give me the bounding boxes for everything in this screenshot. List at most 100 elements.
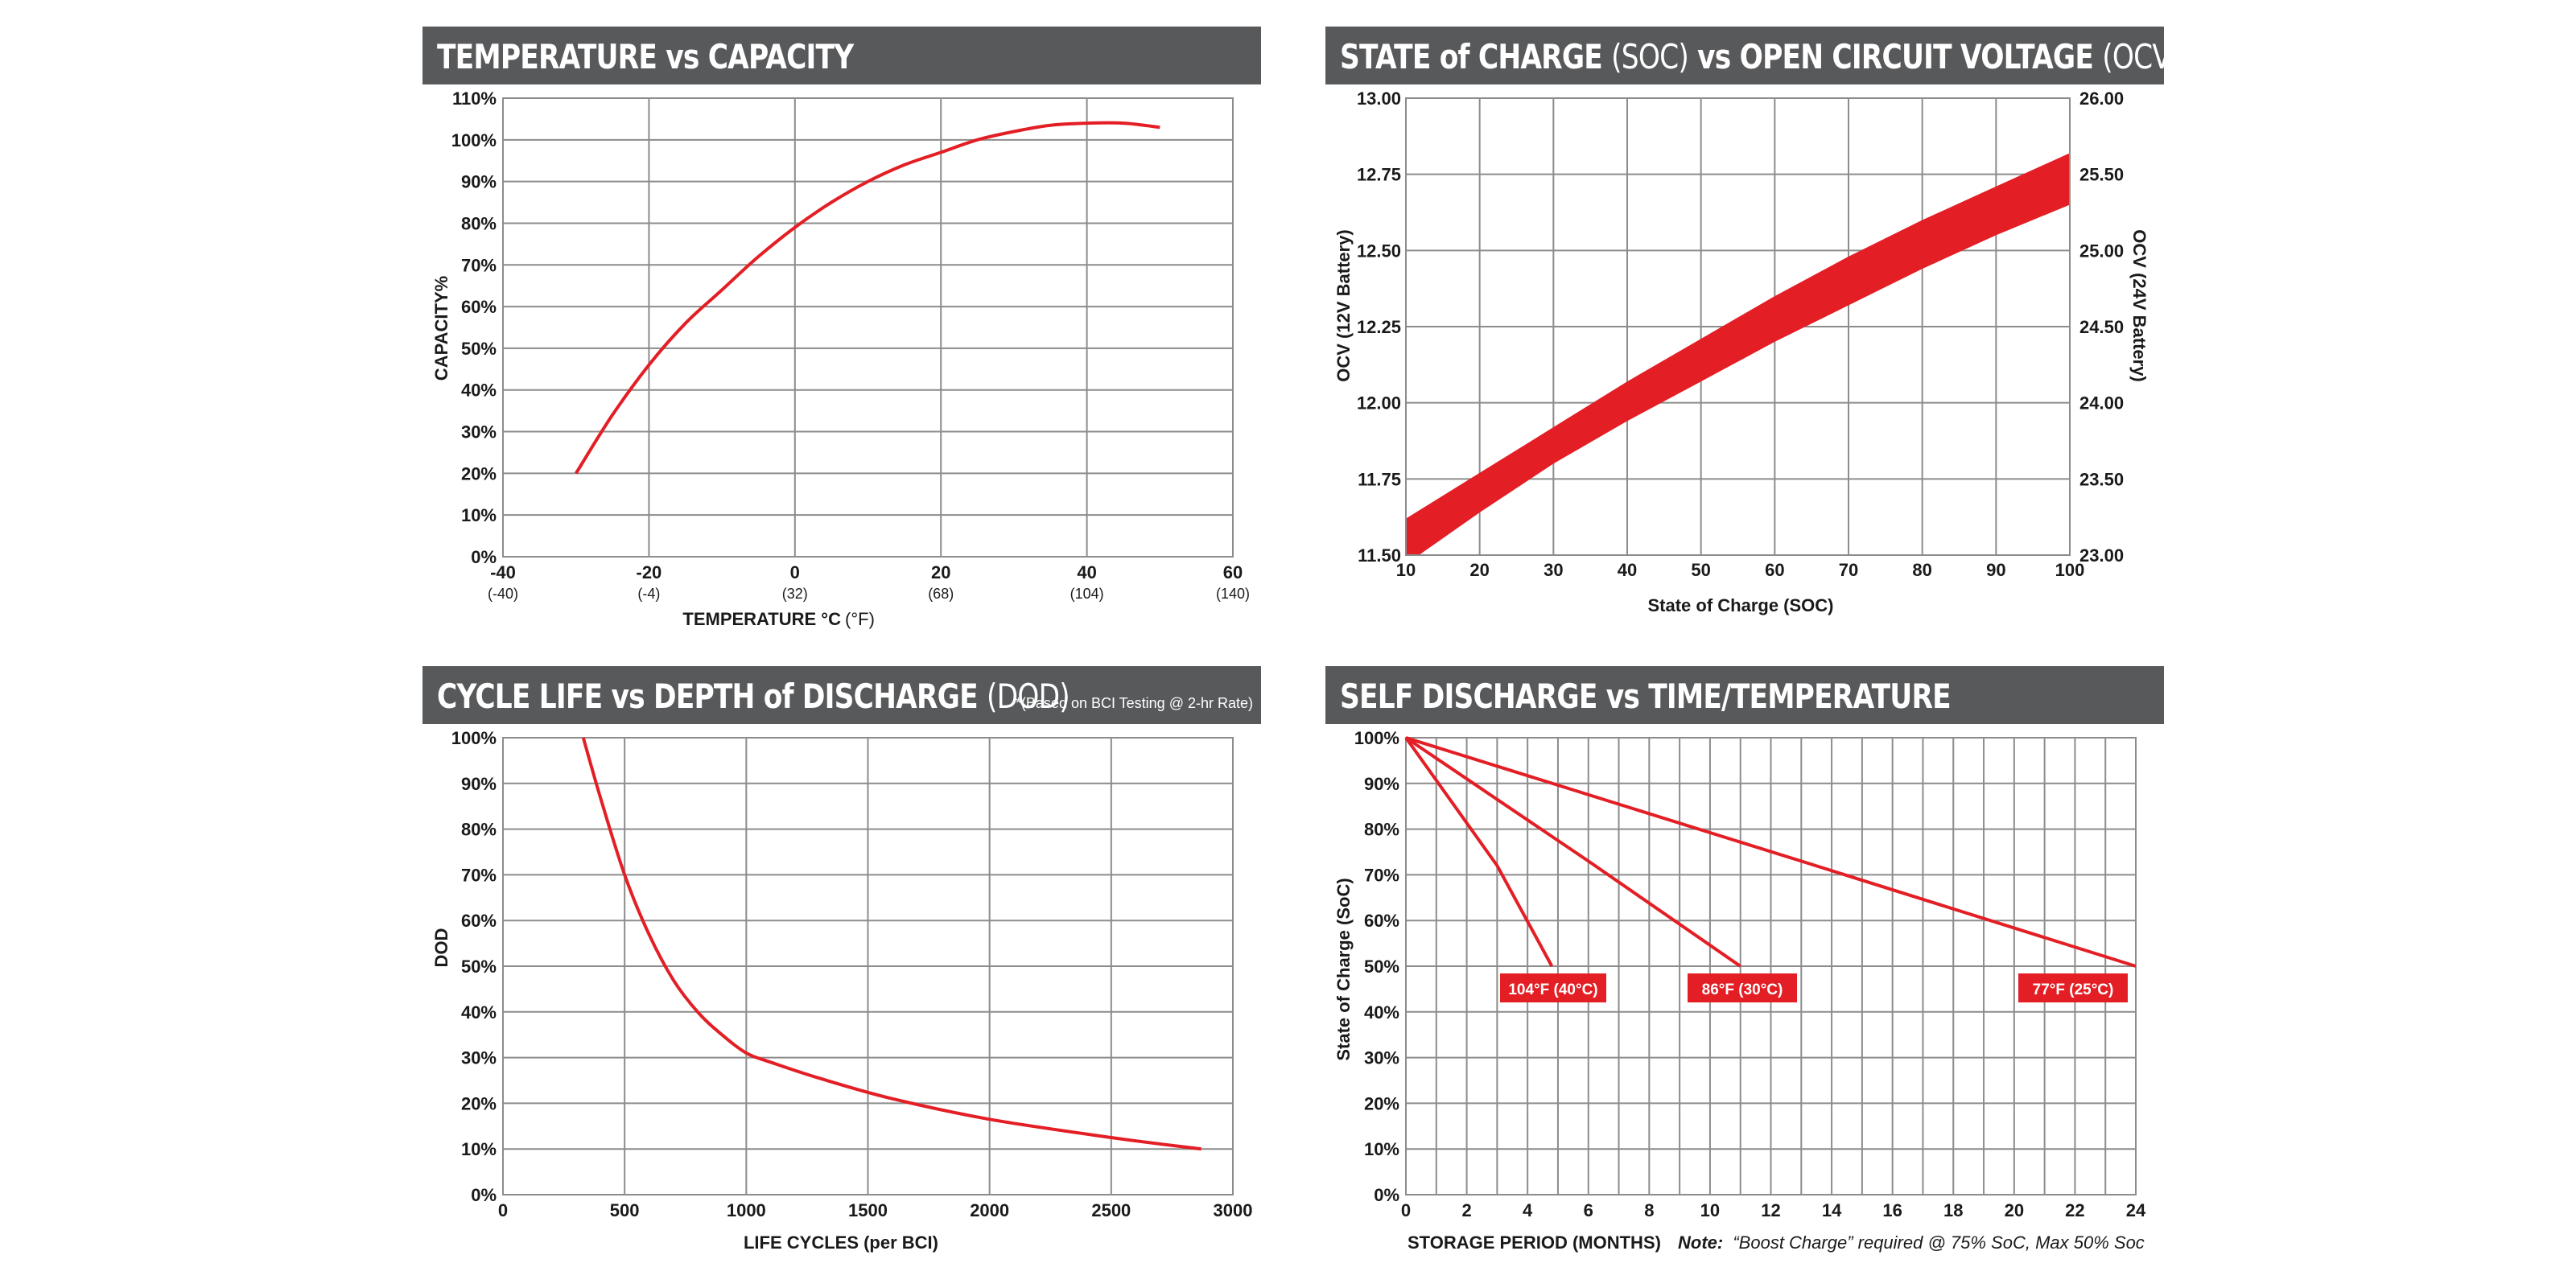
chart1-xtick-f: (68) — [928, 586, 954, 602]
chart3-header: CYCLE LIFE vs DEPTH of DISCHARGE (DOD) *… — [422, 666, 1261, 724]
chart4-header: SELF DISCHARGE vs TIME/TEMPERATURE — [1325, 666, 2164, 724]
chart3-xtick: 1500 — [848, 1200, 888, 1220]
chart2-y2tick: 26.00 — [2079, 88, 2124, 109]
chart4-xtick: 10 — [1700, 1200, 1720, 1220]
chart1-frame — [502, 97, 1234, 558]
chart1-ytick: 110% — [452, 88, 497, 109]
chart4-grid — [1405, 737, 2137, 1195]
chart2-title-part4: (OCV) — [2102, 37, 2181, 76]
chart2-ytick: 12.75 — [1357, 165, 1401, 185]
chart2-xtick: 50 — [1691, 560, 1710, 580]
chart2-xtick: 40 — [1618, 560, 1637, 580]
chart2-xtick: 90 — [1986, 560, 2005, 580]
chart3-note: *(Based on BCI Testing @ 2-hr Rate) — [1015, 695, 1253, 711]
chart3-grid — [502, 737, 1234, 1195]
chart4-series-label-bg — [1500, 973, 1606, 1002]
chart4-series-line — [1404, 736, 1554, 967]
chart4-series-label: 86°F (30°C) — [1702, 981, 1783, 998]
chart4-ytick: 0% — [1374, 1185, 1399, 1205]
chart4-xtick: 4 — [1523, 1200, 1533, 1220]
chart3-frame — [502, 737, 1234, 1195]
chart1-grid — [502, 97, 1234, 558]
chart4-xtick: 6 — [1584, 1200, 1593, 1220]
chart3-title-thin: (DOD) — [986, 677, 1070, 716]
chart1-ytick: 40% — [461, 381, 497, 401]
chart1-xtick: 0 — [790, 562, 800, 582]
chart1-ytick: 30% — [461, 422, 497, 442]
chart2-frame-top — [1405, 97, 2071, 556]
chart3-xtick: 500 — [610, 1200, 640, 1220]
chart2-ytick: 11.50 — [1358, 545, 1401, 566]
chart2-xlabel: State of Charge (SOC) — [1647, 595, 1833, 615]
chart3-xtick: 2000 — [970, 1200, 1009, 1220]
chart1-xtick: -40 — [490, 562, 516, 582]
chart4-ytick: 10% — [1364, 1139, 1399, 1159]
chart4-ytick: 50% — [1364, 957, 1399, 977]
chart2-ytick: 11.75 — [1358, 469, 1401, 489]
chart1-xtick: 20 — [931, 562, 950, 582]
chart2-band-area — [1406, 153, 2070, 555]
chart1-ylabel: CAPACITY% — [431, 276, 451, 381]
chart4-series-line — [1404, 736, 1741, 968]
chart3-xtick: 0 — [498, 1200, 508, 1220]
chart2-title-part3: vs OPEN CIRCUIT VOLTAGE — [1697, 37, 2094, 76]
chart3-ytick: 80% — [461, 820, 497, 840]
chart2-xtick: 70 — [1839, 560, 1858, 580]
chart4-xtick: 12 — [1761, 1200, 1780, 1220]
chart4-series-label-bg — [2018, 973, 2128, 1002]
chart2-y2label: OCV (24V Battery) — [2129, 229, 2149, 382]
chart1-header: TEMPERATURE vs CAPACITY — [422, 27, 1261, 84]
chart2-xtick: 10 — [1396, 560, 1416, 580]
chart1-xtick: 60 — [1223, 562, 1243, 582]
chart3-ytick: 70% — [461, 865, 497, 885]
chart1-xtick-f: (-4) — [637, 586, 660, 602]
chart1-xlabel-bold: TEMPERATURE °C — [682, 609, 841, 629]
chart4-xtick: 20 — [2005, 1200, 2024, 1220]
chart3-ytick: 10% — [461, 1139, 497, 1159]
chart1-ytick: 50% — [461, 339, 497, 359]
chart2-xtick: 80 — [1912, 560, 1931, 580]
chart2-y2tick: 23.50 — [2079, 469, 2124, 489]
chart2-ytick: 12.50 — [1357, 241, 1401, 261]
chart1-xtick-f: (104) — [1070, 586, 1104, 602]
chart4-series-label: 77°F (25°C) — [2033, 981, 2114, 998]
chart4-ytick: 80% — [1364, 820, 1399, 840]
chart4-note: Note: “Boost Charge” required @ 75% SoC,… — [1678, 1232, 2145, 1253]
chart1-xtick: -20 — [637, 562, 662, 582]
chart4-title: SELF DISCHARGE vs TIME/TEMPERATURE — [1340, 677, 1952, 716]
chart1-ytick: 100% — [451, 130, 497, 150]
chart4-ytick: 100% — [1354, 728, 1399, 748]
chart2-y2tick: 24.50 — [2079, 317, 2124, 337]
chart2-title: STATE of CHARGE (SOC) vs OPEN CIRCUIT VO… — [1340, 37, 2182, 76]
chart2-y2tick: 25.50 — [2079, 165, 2124, 185]
chart2-title-part2: (SOC) — [1611, 37, 1689, 76]
chart4-note-text: “Boost Charge” required @ 75% SoC, Max 5… — [1733, 1232, 2144, 1253]
chart2-xtick: 20 — [1469, 560, 1489, 580]
chart1-ytick: 90% — [461, 172, 497, 192]
chart4-series-line — [1405, 736, 2137, 968]
chart3-title-bold: CYCLE LIFE vs DEPTH of DISCHARGE — [437, 677, 979, 716]
chart2-y2tick: 23.00 — [2079, 545, 2124, 566]
chart1-xtick: 40 — [1077, 562, 1096, 582]
chart3-ytick: 40% — [461, 1002, 497, 1023]
chart2-ylabel: OCV (12V Battery) — [1333, 229, 1354, 382]
chart4-xtick: 0 — [1401, 1200, 1411, 1220]
chart4-ytick: 70% — [1364, 865, 1399, 885]
chart1-series-line — [575, 121, 1160, 475]
chart3-xtick: 1000 — [727, 1200, 766, 1220]
chart1-title: TEMPERATURE vs CAPACITY — [437, 37, 854, 76]
chart1-ytick: 70% — [461, 255, 497, 275]
chart3-title: CYCLE LIFE vs DEPTH of DISCHARGE (DOD) — [437, 677, 1070, 716]
chart3-ytick: 60% — [461, 911, 497, 931]
chart3-ytick: 50% — [461, 957, 497, 977]
chart4-xtick: 8 — [1644, 1200, 1654, 1220]
chart2-xtick: 100 — [2055, 560, 2085, 580]
chart4-ylabel: State of Charge (SoC) — [1333, 878, 1354, 1060]
chart3-series-line — [581, 737, 1201, 1151]
chart4-xtick: 22 — [2065, 1200, 2084, 1220]
chart4-xtick: 16 — [1882, 1200, 1902, 1220]
chart4-xlabel: STORAGE PERIOD (MONTHS) — [1408, 1232, 1661, 1253]
chart2-ytick: 12.25 — [1357, 317, 1401, 337]
chart4-ytick: 90% — [1364, 774, 1399, 794]
